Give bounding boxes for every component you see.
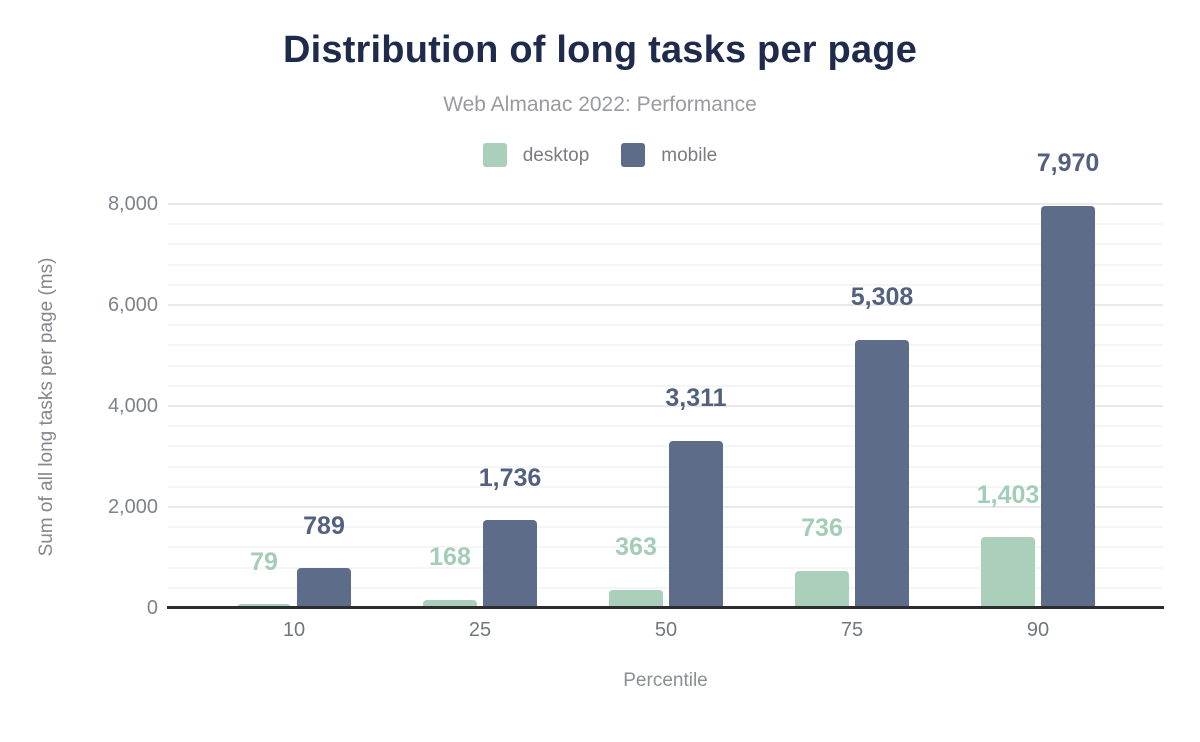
y-tick-label-6000: 6,000 <box>107 294 158 316</box>
y-tick-label-4000: 4,000 <box>107 395 158 417</box>
minor-gridline <box>168 485 1163 488</box>
x-tick-label-25: 25 <box>468 619 492 641</box>
minor-gridline <box>168 546 1163 549</box>
legend-label-desktop: desktop <box>522 144 590 166</box>
desktop-bar-p75[interactable] <box>795 570 849 608</box>
mobile-value-label-p10: 789 <box>303 511 345 540</box>
mobile-value-label-p50: 3,311 <box>665 384 727 413</box>
mobile-swatch-icon <box>621 143 646 167</box>
legend-item-mobile[interactable]: mobile <box>621 143 717 167</box>
major-gridline <box>168 405 1163 407</box>
mobile-value-label-p25: 1,736 <box>478 463 542 492</box>
y-tick-label-0: 0 <box>146 597 158 619</box>
desktop-bar-p90[interactable] <box>981 537 1035 608</box>
plot-area: 79 789 168 1,736 363 3,311 736 5,308 1,403 7,970 <box>168 150 1163 608</box>
mobile-bar-p90[interactable] <box>1041 205 1095 608</box>
desktop-bar-p25[interactable] <box>423 599 477 608</box>
x-tick-label-10: 10 <box>282 619 306 641</box>
major-gridline <box>168 203 1163 205</box>
x-tick-label-75: 75 <box>840 619 864 641</box>
y-tick-label-2000: 2,000 <box>107 496 158 518</box>
mobile-bar-p75[interactable] <box>855 339 909 608</box>
x-tick-label-50: 50 <box>654 619 678 641</box>
x-tick-label-90: 90 <box>1026 619 1050 641</box>
mobile-bar-p25[interactable] <box>483 520 537 608</box>
mobile-value-label-p90: 7,970 <box>1036 149 1100 178</box>
desktop-value-label-p50: 363 <box>615 533 657 562</box>
desktop-value-label-p10: 79 <box>250 547 278 576</box>
chart-title: Distribution of long tasks per page <box>282 29 918 71</box>
desktop-value-label-p25: 168 <box>429 543 471 572</box>
minor-gridline <box>168 263 1163 266</box>
y-tick-label-8000: 8,000 <box>107 193 158 215</box>
major-gridline <box>168 506 1163 508</box>
legend-item-desktop[interactable]: desktop <box>482 143 590 167</box>
legend-label-mobile: mobile <box>661 144 718 166</box>
minor-gridline <box>168 243 1163 246</box>
minor-gridline <box>168 445 1163 448</box>
minor-gridline <box>168 586 1163 589</box>
major-gridline <box>168 304 1163 306</box>
desktop-swatch-icon <box>482 143 507 167</box>
desktop-value-label-p75: 736 <box>801 514 843 543</box>
mobile-bar-p50[interactable] <box>669 440 723 608</box>
y-axis-tick-labels: 0 2,000 4,000 6,000 8,000 <box>0 0 158 742</box>
minor-gridline <box>168 425 1163 428</box>
minor-gridline <box>168 566 1163 569</box>
mobile-value-label-p75: 5,308 <box>850 283 914 312</box>
mobile-bar-p10[interactable] <box>297 568 351 608</box>
minor-gridline <box>168 364 1163 367</box>
chart-subtitle: Web Almanac 2022: Performance <box>443 93 757 116</box>
x-axis-title: Percentile <box>623 670 708 691</box>
minor-gridline <box>168 223 1163 226</box>
minor-gridline <box>168 283 1163 286</box>
minor-gridline <box>168 324 1163 327</box>
x-axis-line <box>167 606 1164 609</box>
minor-gridline <box>168 526 1163 529</box>
minor-gridline <box>168 344 1163 347</box>
desktop-value-label-p90: 1,403 <box>976 480 1040 509</box>
minor-gridline <box>168 384 1163 387</box>
minor-gridline <box>168 465 1163 468</box>
desktop-bar-p50[interactable] <box>609 589 663 608</box>
legend: desktop mobile <box>0 143 1200 167</box>
